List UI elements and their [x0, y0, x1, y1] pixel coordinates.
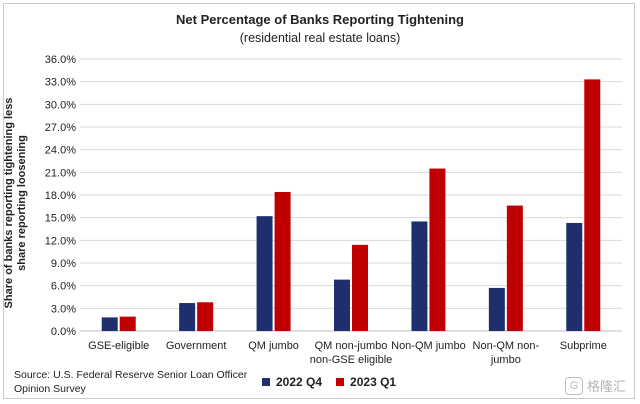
legend: 2022 Q4 2023 Q1	[262, 375, 410, 389]
chart-title: Net Percentage of Banks Reporting Tighte…	[176, 12, 464, 27]
x-tick-label: QM non-jumbo non-GSE eligible	[310, 340, 393, 366]
y-tick-label: 30.0%	[45, 99, 76, 111]
y-tick-label: 15.0%	[45, 213, 76, 225]
bar-series-2	[352, 244, 368, 331]
watermark-text: 格隆汇	[587, 379, 627, 394]
bar-series-2	[429, 168, 446, 331]
legend-item-series-2: 2023 Q1	[336, 375, 396, 389]
x-tick-label: QM jumbo	[248, 340, 299, 352]
bar-series-1	[566, 222, 583, 331]
bar-series-2	[197, 302, 214, 331]
watermark: G 格隆汇	[565, 376, 626, 395]
y-tick-label: 6.0%	[51, 281, 76, 293]
x-tick-label: Government	[166, 340, 227, 352]
legend-swatch-series-1	[262, 378, 270, 386]
bar-series-1	[256, 216, 273, 331]
chart-subtitle: (residential real estate loans)	[239, 31, 401, 45]
y-tick-label: 18.0%	[45, 190, 76, 202]
chart-frame	[3, 3, 635, 399]
bar-series-1	[179, 303, 196, 331]
legend-item-series-1: 2022 Q4	[262, 375, 322, 389]
y-tick-label: 0.0%	[51, 326, 76, 338]
watermark-logo-icon: G	[565, 376, 583, 395]
x-tick-label: Non-QM non-jumbo	[473, 340, 540, 366]
y-tick-label: 27.0%	[45, 122, 76, 134]
y-tick-label: 3.0%	[51, 303, 76, 315]
y-tick-label: 9.0%	[51, 258, 76, 270]
y-tick-label: 12.0%	[45, 235, 76, 247]
bar-series-2	[506, 205, 523, 331]
bar-series-1	[101, 317, 118, 331]
bar-series-2	[274, 191, 291, 331]
bar-series-2	[584, 79, 601, 332]
x-tick-label: Non-QM jumbo	[391, 340, 466, 352]
bar-series-2	[119, 316, 136, 331]
source-note: Source: U.S. Federal Reserve Senior Loan…	[14, 369, 248, 395]
y-tick-label: 21.0%	[45, 167, 76, 179]
x-tick-label: GSE-eligible	[88, 340, 149, 352]
bar-series-1	[334, 279, 350, 331]
y-tick-label: 36.0%	[45, 54, 76, 66]
legend-label-series-1: 2022 Q4	[276, 375, 323, 389]
legend-swatch-series-2	[336, 378, 345, 386]
x-tick-label: Subprime	[560, 340, 607, 352]
bar-series-1	[411, 221, 428, 331]
legend-label-series-2: 2023 Q1	[350, 375, 397, 389]
bar-series-1	[488, 287, 505, 331]
y-tick-label: 24.0%	[45, 145, 76, 157]
y-tick-label: 33.0%	[45, 77, 76, 89]
